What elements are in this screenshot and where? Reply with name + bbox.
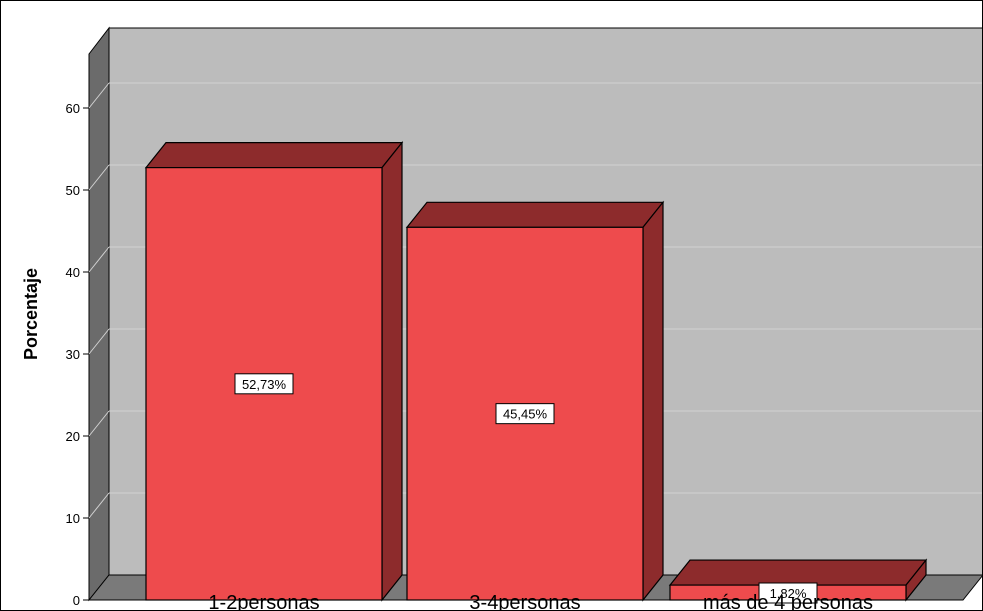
bar: 1,82% — [668, 558, 928, 604]
y-axis-title: Porcentaje — [21, 268, 41, 360]
y-tick-label: 10 — [66, 511, 80, 526]
gridline-wall — [88, 492, 110, 519]
data-label: 45,45% — [503, 407, 548, 422]
y-tick-label: 0 — [73, 593, 80, 608]
data-label: 52,73% — [242, 377, 287, 392]
bar-side — [642, 200, 664, 602]
y-axis: 0 10 20 30 40 50 60 — [66, 101, 89, 608]
x-tick-label: más de 4 personas — [703, 592, 873, 610]
x-tick-label: 1-2personas — [208, 592, 319, 610]
bar-side — [381, 140, 403, 602]
y-tick-label: 30 — [66, 347, 80, 362]
y-tick-label: 20 — [66, 429, 80, 444]
gridline-wall — [88, 410, 110, 437]
x-axis: 1-2personas 3-4personas más de 4 personas — [208, 592, 873, 610]
bar-top — [405, 201, 665, 228]
gridline-wall — [88, 82, 110, 109]
bars: 52,73% 45,45% 1,82% — [144, 140, 928, 604]
gridline-wall — [88, 164, 110, 191]
bar: 52,73% — [144, 140, 404, 602]
data-label-box — [234, 373, 294, 395]
gridline-wall — [88, 328, 110, 355]
bar: 45,45% — [405, 200, 665, 602]
data-label-box — [758, 582, 818, 604]
data-label: 1,82% — [770, 586, 807, 601]
bar-top — [144, 142, 404, 169]
gridline-wall — [88, 246, 110, 273]
y-tick-label: 50 — [66, 183, 80, 198]
bar-top — [668, 559, 928, 586]
data-label-box — [495, 403, 555, 425]
y-tick-label: 60 — [66, 101, 80, 116]
y-tick-label: 40 — [66, 265, 80, 280]
x-tick-label: 3-4personas — [469, 592, 580, 610]
